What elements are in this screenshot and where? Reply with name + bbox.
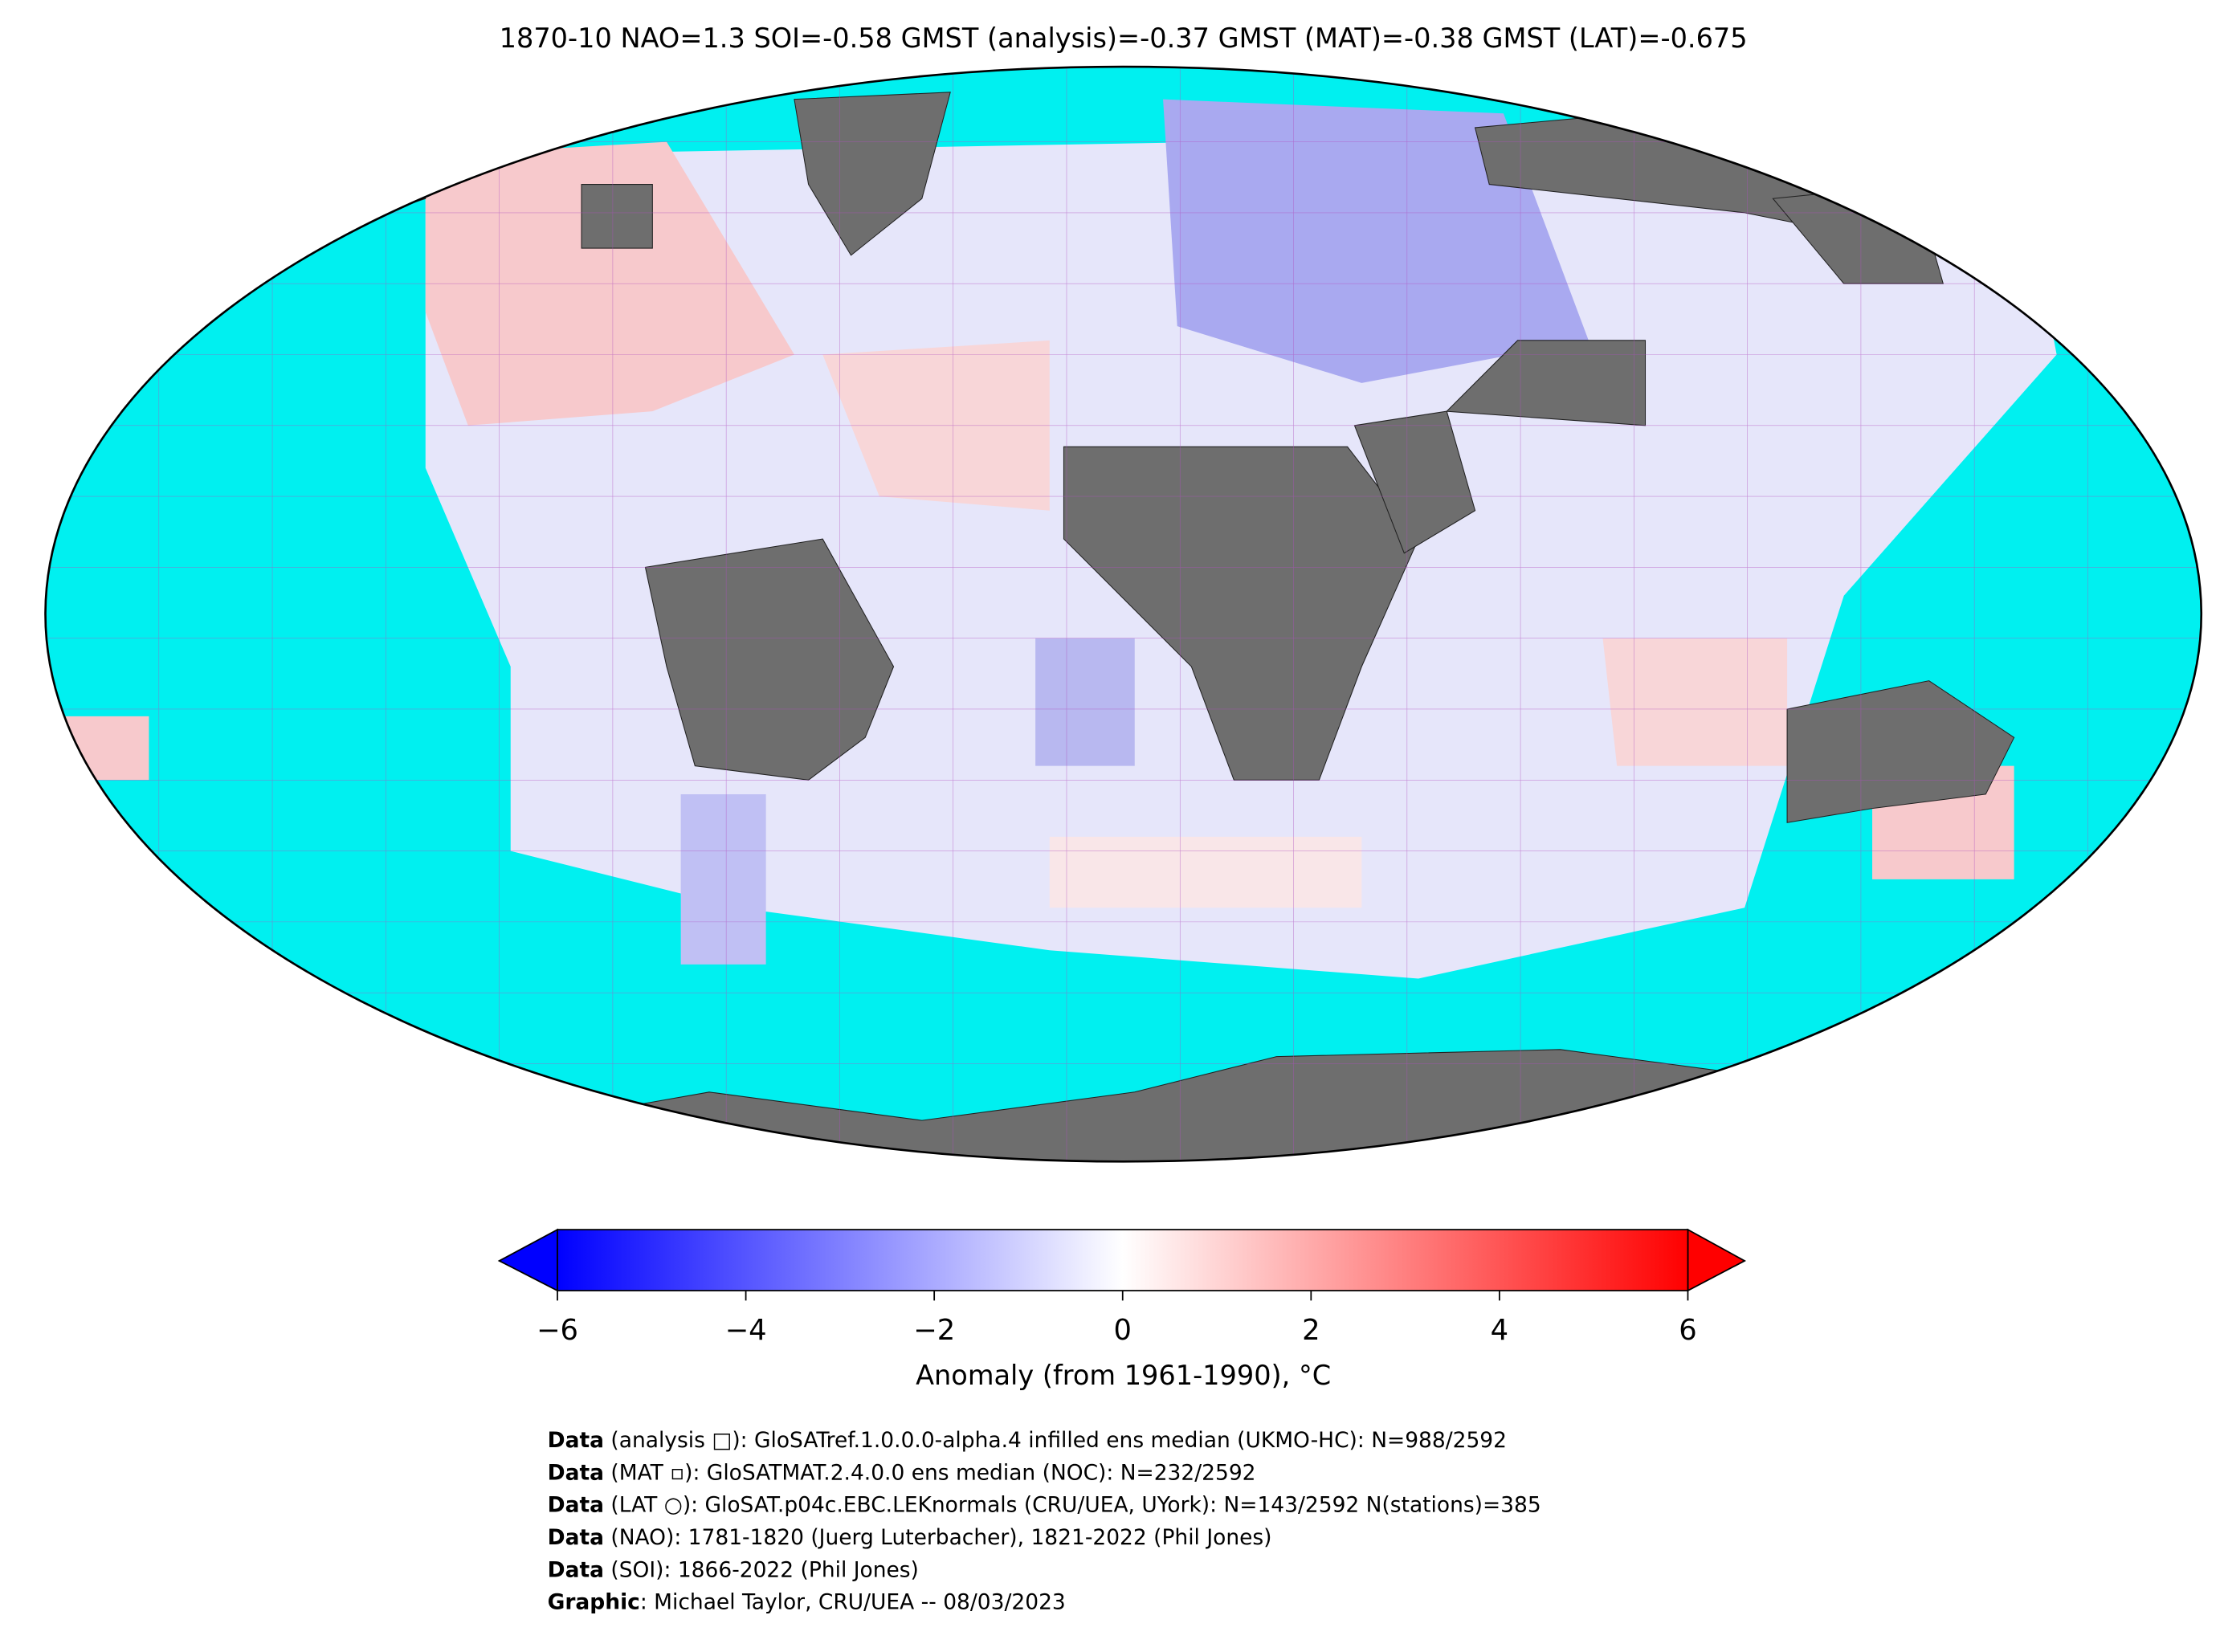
colorbar-label: Anomaly (from 1961-1990), °C: [916, 1360, 1331, 1391]
footer-line: Data (MAT ▫): GloSATMAT.2.4.0.0 ens medi…: [548, 1460, 1256, 1485]
colorbar-tick-label: −2: [913, 1314, 955, 1347]
colorbar-tick-label: 2: [1302, 1314, 1320, 1347]
colorbar-tick-label: −4: [725, 1314, 767, 1347]
footer-line: Data (analysis □): GloSATref.1.0.0.0-alp…: [548, 1428, 1507, 1453]
footer-text: (LAT ○): GloSAT.p04c.EBC.LEKnormals (CRU…: [604, 1492, 1541, 1517]
colorbar-tick-label: 4: [1491, 1314, 1508, 1347]
map: [45, 67, 2202, 1162]
footer-label: Graphic: [548, 1589, 640, 1614]
colorbar-tick-label: −6: [537, 1314, 578, 1347]
footer-label: Data: [548, 1492, 604, 1517]
footer-text: (SOI): 1866-2022 (Phil Jones): [604, 1557, 919, 1582]
footer-text: (MAT ▫): GloSATMAT.2.4.0.0 ens median (N…: [604, 1460, 1255, 1485]
footer-line: Data (SOI): 1866-2022 (Phil Jones): [548, 1557, 919, 1582]
footer-label: Data: [548, 1525, 604, 1550]
colorbar-tick-label: 0: [1114, 1314, 1132, 1347]
footer-label: Data: [548, 1557, 604, 1582]
footer-line: Data (LAT ○): GloSAT.p04c.EBC.LEKnormals…: [548, 1492, 1541, 1517]
colorbar: [497, 1228, 1746, 1301]
footer-text: (NAO): 1781-1820 (Juerg Luterbacher), 18…: [604, 1525, 1272, 1550]
footer-label: Data: [548, 1460, 604, 1485]
footer-line: Graphic: Michael Taylor, CRU/UEA -- 08/0…: [548, 1589, 1066, 1614]
footer: Data (analysis □): GloSATref.1.0.0.0-alp…: [548, 1428, 1541, 1614]
map-border: [44, 65, 2203, 1163]
title: 1870-10 NAO=1.3 SOI=-0.58 GMST (analysis…: [500, 22, 1748, 54]
footer-label: Data: [548, 1428, 604, 1453]
footer-text: : Michael Taylor, CRU/UEA -- 08/03/2023: [640, 1589, 1066, 1614]
footer-text: (analysis □): GloSATref.1.0.0.0-alpha.4 …: [604, 1428, 1507, 1453]
colorbar-tick-label: 6: [1679, 1314, 1696, 1347]
footer-line: Data (NAO): 1781-1820 (Juerg Luterbacher…: [548, 1525, 1272, 1550]
